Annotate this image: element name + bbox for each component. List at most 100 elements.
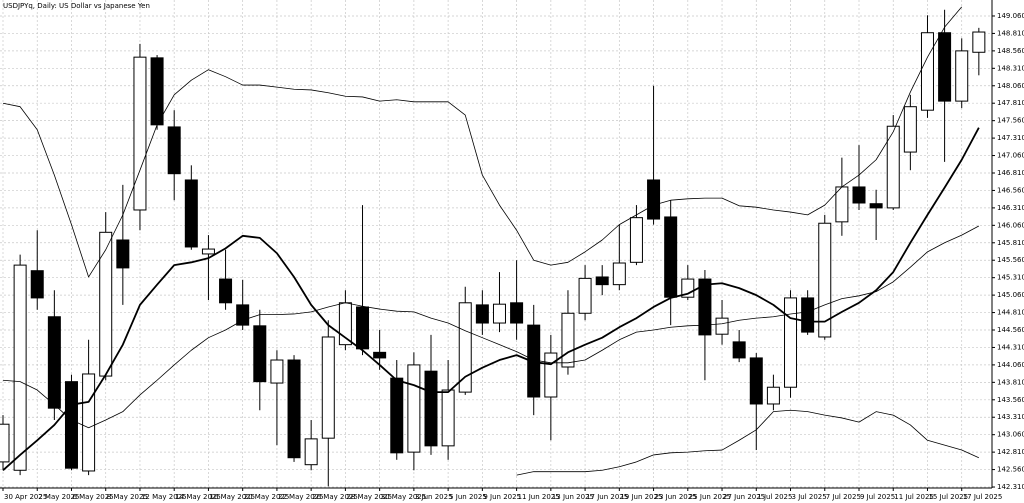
- y-tick-label: 149.060: [997, 12, 1024, 20]
- candle-body: [47, 316, 61, 409]
- candle-body: [356, 306, 370, 350]
- x-tick-label: 9 Jun 2025: [483, 493, 521, 501]
- x-tick-label: 17 Jun 2025: [586, 493, 628, 501]
- y-tick-label: 143.060: [997, 431, 1024, 439]
- x-tick-label: 9 Jul 2025: [860, 493, 895, 501]
- indicator-line: [2, 127, 980, 471]
- candle-body: [544, 352, 558, 398]
- candle-body: [629, 217, 643, 263]
- y-tick-label: 145.810: [997, 239, 1024, 247]
- x-tick-label: 25 Jun 2025: [689, 493, 731, 501]
- candle-body: [219, 278, 233, 304]
- x-tick-label: 20 May 2025: [244, 493, 290, 501]
- x-tick-label: 2 May 2025: [38, 493, 79, 501]
- x-tick-label: 13 Jun 2025: [552, 493, 594, 501]
- candle-body: [801, 297, 815, 333]
- candle-body: [441, 389, 455, 447]
- candle-body: [784, 297, 798, 388]
- candle-body: [578, 277, 592, 314]
- candle-body: [955, 50, 969, 102]
- candle-body: [236, 304, 250, 326]
- candle-body: [818, 222, 832, 338]
- y-tick-label: 145.560: [997, 256, 1024, 264]
- x-tick-label: 3 Jul 2025: [792, 493, 827, 501]
- y-tick-label: 142.560: [997, 466, 1024, 474]
- y-tick-label: 143.310: [997, 413, 1024, 421]
- candle-body: [390, 377, 404, 454]
- candle-body: [321, 336, 335, 439]
- x-tick-label: 19 Jun 2025: [620, 493, 662, 501]
- candle-body: [835, 186, 849, 223]
- candle-body: [698, 278, 712, 336]
- x-tick-label: 27 Jun 2025: [723, 493, 765, 501]
- y-tick-label: 146.310: [997, 204, 1024, 212]
- x-tick-label: 7 Jul 2025: [826, 493, 861, 501]
- y-tick-label: 146.560: [997, 186, 1024, 194]
- candle-body: [150, 57, 164, 126]
- y-tick-label: 148.060: [997, 82, 1024, 90]
- y-tick-label: 145.060: [997, 291, 1024, 299]
- candle-body: [133, 56, 147, 211]
- candle-body: [253, 325, 267, 383]
- x-tick-label: 26 May 2025: [312, 493, 358, 501]
- candle-body: [595, 276, 609, 286]
- candle-body: [664, 216, 678, 298]
- x-tick-label: 15 Jul 2025: [928, 493, 968, 501]
- candle-body: [920, 32, 934, 111]
- x-tick-label: 30 Apr 2025: [4, 493, 47, 501]
- y-tick-label: 142.810: [997, 448, 1024, 456]
- y-tick-label: 143.810: [997, 378, 1024, 386]
- y-tick-label: 148.560: [997, 47, 1024, 55]
- candle-body: [167, 126, 181, 175]
- candle-body: [749, 357, 763, 405]
- x-tick-label: 8 May 2025: [107, 493, 148, 501]
- indicator-line: [516, 409, 980, 476]
- x-tick-label: 17 Jul 2025: [963, 493, 1003, 501]
- x-tick-label: 11 Jun 2025: [518, 493, 560, 501]
- candle-body: [732, 341, 746, 359]
- x-tick-label: 23 Jun 2025: [655, 493, 697, 501]
- candle-body: [715, 317, 729, 335]
- x-tick-label: 11 Jul 2025: [894, 493, 934, 501]
- y-tick-label: 144.060: [997, 361, 1024, 369]
- indicator-line: [2, 225, 980, 429]
- candle-body: [766, 386, 780, 405]
- candle-body: [510, 302, 524, 324]
- candle-body: [561, 312, 575, 368]
- candle-body: [424, 370, 438, 447]
- candle-body: [475, 304, 489, 324]
- y-tick-label: 144.810: [997, 309, 1024, 317]
- candle-body: [64, 381, 78, 469]
- indicator-line: [2, 6, 963, 278]
- x-tick-label: 12 May 2025: [141, 493, 187, 501]
- y-tick-label: 147.810: [997, 99, 1024, 107]
- candle-body: [201, 248, 215, 255]
- candle-body: [458, 302, 472, 393]
- y-tick-label: 148.810: [997, 29, 1024, 37]
- y-tick-label: 146.060: [997, 221, 1024, 229]
- y-tick-label: 144.560: [997, 326, 1024, 334]
- candle-body: [852, 186, 866, 204]
- x-tick-label: 30 May 2025: [381, 493, 427, 501]
- chart-title: USDJPYq, Daily: US Dollar vs Japanese Ye…: [3, 2, 150, 10]
- candle-body: [972, 31, 986, 53]
- y-tick-label: 148.310: [997, 64, 1024, 72]
- candle-body: [886, 125, 900, 209]
- y-tick-label: 147.060: [997, 152, 1024, 160]
- y-tick-label: 142.310: [997, 483, 1024, 491]
- candle-body: [82, 373, 96, 472]
- x-tick-label: 1 Jul 2025: [757, 493, 792, 501]
- candle-body: [0, 423, 10, 463]
- y-tick-label: 146.810: [997, 169, 1024, 177]
- candle-body: [304, 438, 318, 466]
- candle-body: [13, 264, 27, 471]
- y-tick-label: 147.310: [997, 134, 1024, 142]
- y-tick-label: 145.310: [997, 274, 1024, 282]
- candle-body: [903, 106, 917, 153]
- candle-body: [612, 262, 626, 286]
- candle-body: [373, 351, 387, 359]
- x-tick-label: 28 May 2025: [346, 493, 392, 501]
- x-tick-label: 22 May 2025: [278, 493, 324, 501]
